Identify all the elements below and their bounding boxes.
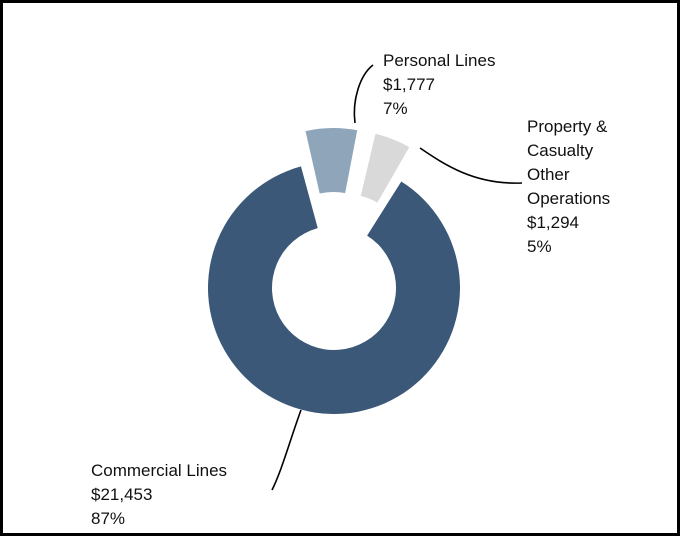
property-casualty-pct: 5% bbox=[527, 237, 552, 256]
leader-line-commercial-lines bbox=[271, 409, 302, 491]
property-casualty-label-line-4: Operations bbox=[527, 189, 610, 208]
leader-line-personal-lines bbox=[353, 64, 374, 124]
personal-lines-value: $1,777 bbox=[383, 75, 435, 94]
slice-property-casualty-other-operations bbox=[360, 133, 410, 203]
property-casualty-label-line-2: Casualty bbox=[527, 141, 594, 160]
donut-slices bbox=[208, 128, 460, 415]
slice-commercial-lines bbox=[208, 166, 460, 415]
commercial-lines-label: Commercial Lines bbox=[91, 461, 227, 480]
property-casualty-value: $1,294 bbox=[527, 213, 579, 232]
property-casualty-label-line-1: Property & bbox=[527, 117, 608, 136]
personal-lines-pct: 7% bbox=[383, 99, 408, 118]
property-casualty-label-line-3: Other bbox=[527, 165, 570, 184]
commercial-lines-value: $21,453 bbox=[91, 485, 152, 504]
personal-lines-label: Personal Lines bbox=[383, 51, 495, 70]
commercial-lines-pct: 87% bbox=[91, 509, 125, 528]
leader-line-property-casualty bbox=[419, 147, 523, 184]
slice-personal-lines bbox=[305, 128, 358, 194]
